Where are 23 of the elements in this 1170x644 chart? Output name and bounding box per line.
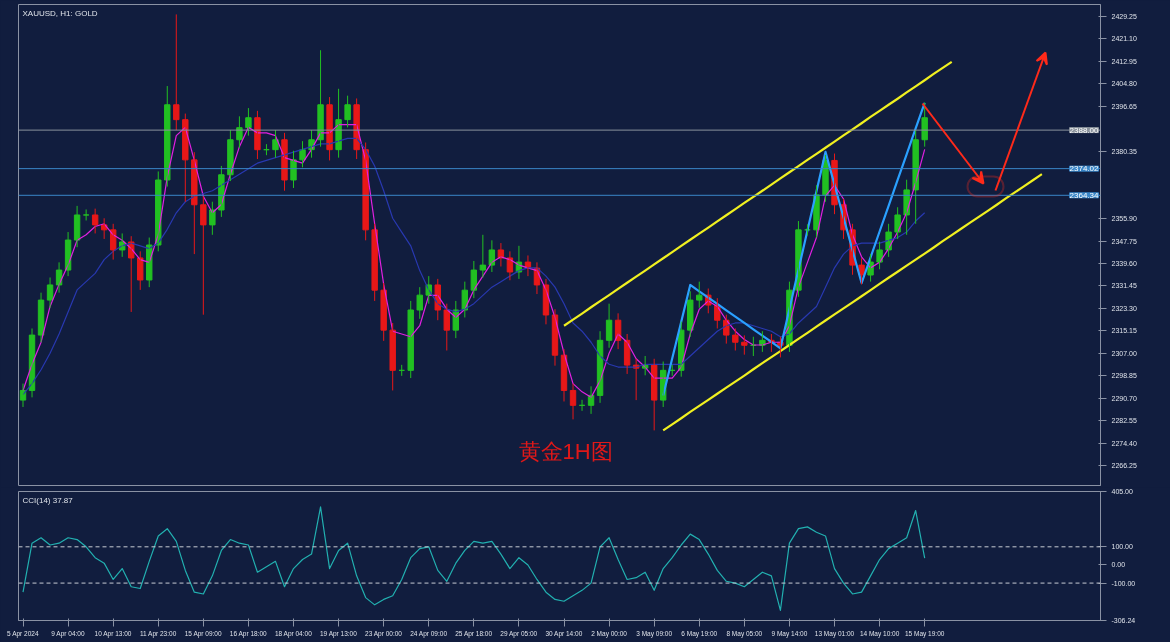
text: CCI(14) 37.87 xyxy=(22,495,74,505)
candlestick xyxy=(389,322,396,391)
line-series xyxy=(662,173,1043,432)
ref-line-label: 2388.00 xyxy=(1069,125,1100,135)
candlestick xyxy=(687,290,694,338)
annotation: 黄金1H图 xyxy=(518,438,613,464)
line-series xyxy=(562,60,953,327)
candlestick xyxy=(443,303,450,352)
ref-line-label: 2364.34 xyxy=(1069,190,1100,200)
candlestick xyxy=(173,13,180,131)
candlestick xyxy=(732,327,739,352)
candlestick xyxy=(741,334,748,356)
candlestick xyxy=(137,250,144,291)
ref-line-label: 2374.02 xyxy=(1069,164,1100,174)
candlestick xyxy=(470,260,478,299)
candlestick xyxy=(245,107,252,137)
candlestick xyxy=(416,286,423,320)
line-series xyxy=(22,506,926,611)
candlestick xyxy=(344,95,351,128)
candlestick xyxy=(200,195,207,316)
text: XAUUSD, H1: GOLD xyxy=(22,8,98,18)
candlestick xyxy=(696,281,703,309)
candlestick xyxy=(407,300,414,379)
